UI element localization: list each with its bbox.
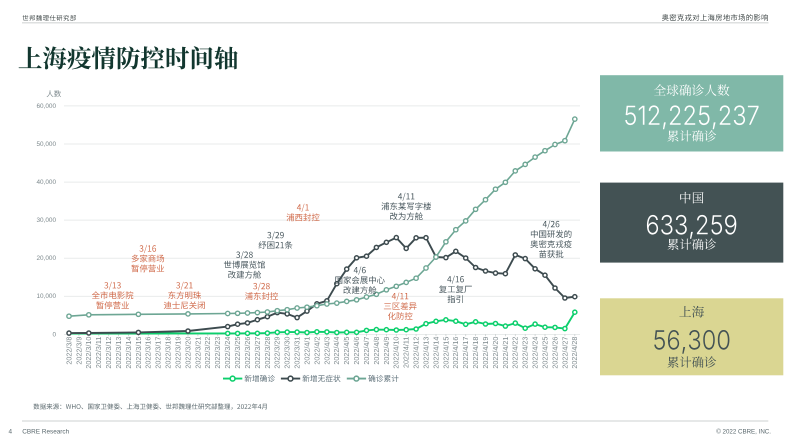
svg-text:60,000: 60,000 xyxy=(36,103,56,110)
svg-text:2022/4/26: 2022/4/26 xyxy=(550,337,559,369)
svg-text:2022/3/22: 2022/3/22 xyxy=(203,337,212,369)
svg-text:2022/3/23: 2022/3/23 xyxy=(213,337,222,369)
svg-text:2022/3/19: 2022/3/19 xyxy=(174,337,183,369)
svg-text:2022/4/12: 2022/4/12 xyxy=(412,337,421,369)
svg-text:© 2022 CBRE, INC.: © 2022 CBRE, INC. xyxy=(716,429,771,436)
svg-text:2022/3/16: 2022/3/16 xyxy=(144,337,153,369)
svg-text:2022/3/21: 2022/3/21 xyxy=(193,337,202,369)
svg-text:2022/4/22: 2022/4/22 xyxy=(511,337,520,369)
svg-text:2022/4/18: 2022/4/18 xyxy=(471,337,480,369)
svg-text:2022/3/20: 2022/3/20 xyxy=(183,337,192,369)
svg-text:2022/4/13: 2022/4/13 xyxy=(421,337,430,369)
svg-text:2022/4/4: 2022/4/4 xyxy=(332,337,341,365)
svg-text:2022/3/13: 2022/3/13 xyxy=(114,337,123,369)
svg-text:2022/4/11: 2022/4/11 xyxy=(402,337,411,368)
svg-text:2022/4/1: 2022/4/1 xyxy=(302,337,311,365)
svg-text:2022/3/12: 2022/3/12 xyxy=(104,337,113,369)
svg-text:CBRE Research: CBRE Research xyxy=(22,428,69,435)
svg-text:20,000: 20,000 xyxy=(36,255,56,262)
svg-text:2022/3/27: 2022/3/27 xyxy=(253,337,262,369)
svg-text:2022/3/29: 2022/3/29 xyxy=(273,337,282,369)
svg-text:2022/4/23: 2022/4/23 xyxy=(521,337,530,369)
svg-text:2022/4/15: 2022/4/15 xyxy=(441,337,450,369)
svg-text:2022/4/3: 2022/4/3 xyxy=(322,337,331,365)
svg-text:2022/4/25: 2022/4/25 xyxy=(540,337,549,369)
svg-text:40,000: 40,000 xyxy=(36,179,56,186)
svg-text:2022/4/14: 2022/4/14 xyxy=(431,337,440,369)
svg-text:2022/3/24: 2022/3/24 xyxy=(223,337,232,369)
svg-text:2022/3/18: 2022/3/18 xyxy=(164,337,173,369)
svg-text:50,000: 50,000 xyxy=(36,141,56,148)
svg-text:2022/3/28: 2022/3/28 xyxy=(263,337,272,369)
svg-text:2022/4/19: 2022/4/19 xyxy=(481,337,490,369)
svg-text:2022/3/17: 2022/3/17 xyxy=(154,337,163,369)
svg-text:2022/3/30: 2022/3/30 xyxy=(283,337,292,369)
svg-text:30,000: 30,000 xyxy=(36,217,56,224)
svg-text:2022/3/11: 2022/3/11 xyxy=(94,337,103,368)
svg-text:10,000: 10,000 xyxy=(36,293,56,300)
svg-text:2022/4/27: 2022/4/27 xyxy=(560,337,569,369)
svg-text:2022/3/10: 2022/3/10 xyxy=(84,337,93,369)
svg-text:2022/4/20: 2022/4/20 xyxy=(491,337,500,369)
svg-text:2022/3/26: 2022/3/26 xyxy=(243,337,252,369)
svg-text:2022/3/14: 2022/3/14 xyxy=(124,337,133,369)
svg-text:2022/4/9: 2022/4/9 xyxy=(382,337,391,365)
svg-text:2022/4/8: 2022/4/8 xyxy=(372,337,381,365)
svg-text:2022/4/21: 2022/4/21 xyxy=(501,337,510,369)
svg-text:2022/3/25: 2022/3/25 xyxy=(233,337,242,369)
svg-text:2022/3/15: 2022/3/15 xyxy=(134,337,143,369)
svg-text:2022/3/31: 2022/3/31 xyxy=(293,337,302,369)
svg-text:2022/4/17: 2022/4/17 xyxy=(461,337,470,369)
svg-text:2022/3/8: 2022/3/8 xyxy=(64,337,73,365)
svg-text:2022/4/10: 2022/4/10 xyxy=(392,337,401,369)
svg-text:2022/3/9: 2022/3/9 xyxy=(74,337,83,365)
svg-text:2022/4/5: 2022/4/5 xyxy=(342,337,351,365)
svg-text:0: 0 xyxy=(52,331,56,338)
svg-text:2022/4/7: 2022/4/7 xyxy=(362,337,371,365)
svg-text:2022/4/28: 2022/4/28 xyxy=(570,337,579,369)
svg-text:4: 4 xyxy=(9,428,13,435)
svg-text:2022/4/2: 2022/4/2 xyxy=(312,337,321,365)
svg-text:2022/4/24: 2022/4/24 xyxy=(531,337,540,369)
svg-text:2022/4/16: 2022/4/16 xyxy=(451,337,460,369)
svg-text:2022/4/6: 2022/4/6 xyxy=(352,337,361,365)
